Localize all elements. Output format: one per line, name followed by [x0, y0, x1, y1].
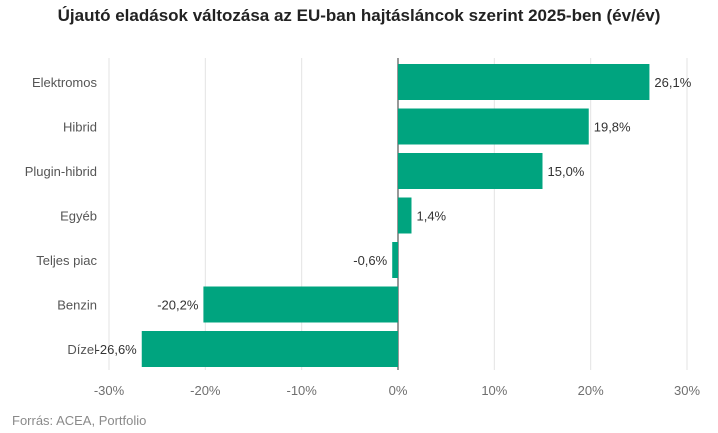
x-tick-label: -30%	[94, 383, 125, 398]
value-label: 1,4%	[416, 209, 446, 224]
value-label: 26,1%	[654, 75, 691, 90]
value-label: 15,0%	[548, 164, 585, 179]
source-note: Forrás: ACEA, Portfolio	[12, 413, 147, 428]
bar	[398, 64, 650, 100]
labels: -30% -20% -10% 0% 10% 20% 30% Elektromos 26,1% Hi…	[25, 75, 701, 398]
bar	[141, 331, 398, 367]
bar	[203, 286, 398, 323]
bar	[398, 153, 543, 189]
category-label: Egyéb	[60, 209, 97, 224]
x-tick-label: 20%	[578, 383, 604, 398]
category-label: Elektromos	[32, 75, 98, 90]
bars	[141, 64, 650, 367]
category-label: Teljes piac	[36, 253, 97, 268]
value-label: 19,8%	[594, 120, 631, 135]
x-tick-label: 30%	[674, 383, 700, 398]
x-tick-label: 0%	[389, 383, 408, 398]
category-label: Plugin-hibrid	[25, 164, 97, 179]
x-tick-label: 10%	[481, 383, 507, 398]
bar	[398, 108, 589, 145]
value-label: -0,6%	[353, 253, 387, 268]
category-label: Benzin	[57, 298, 97, 313]
value-label: -26,6%	[96, 342, 138, 357]
category-label: Dízel	[67, 342, 97, 357]
x-tick-label: -10%	[286, 383, 317, 398]
category-label: Hibrid	[63, 120, 97, 135]
bar	[398, 197, 412, 234]
bar	[392, 242, 398, 278]
x-tick-label: -20%	[190, 383, 221, 398]
value-label: -20,2%	[157, 298, 199, 313]
chart-title: Újautó eladások változása az EU-ban hajt…	[57, 6, 661, 25]
